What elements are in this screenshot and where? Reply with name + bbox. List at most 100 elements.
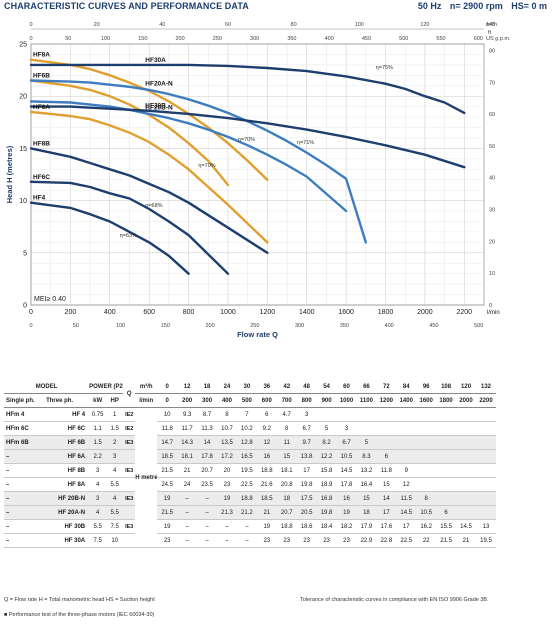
head-value-cell: –	[197, 533, 217, 548]
head-value-cell: 22.8	[376, 533, 397, 548]
head-value-cell: 12.8	[236, 435, 257, 450]
single-phase-model-cell: –	[4, 519, 45, 534]
m3h-cell: 0	[157, 380, 178, 394]
m3h-tick-label: 120	[420, 22, 429, 28]
kw-cell: 1.5	[89, 435, 107, 450]
head-value-cell: 14.5	[336, 463, 357, 478]
kw-cell: 0.75	[89, 407, 107, 422]
curve-line	[29, 201, 190, 275]
imp-gpm-tick-label: 500	[474, 323, 483, 329]
footnote-right: Tolerance of characteristic curves in co…	[300, 597, 489, 603]
head-value-cell: 12	[256, 435, 277, 450]
efficiency-label: η=70%	[198, 163, 215, 169]
model-group-header: MODEL	[4, 380, 90, 394]
head-value-cell	[456, 407, 476, 422]
h-unit-cell: H metres	[135, 407, 158, 548]
single-phase-model-cell: –	[4, 463, 45, 478]
lmin-cell: 1800	[436, 393, 457, 408]
ie-class-cell: IE3	[123, 435, 136, 450]
head-value-cell: 16.4	[356, 477, 377, 492]
m3h-cell: 132	[475, 380, 496, 394]
head-value-cell: 6	[256, 407, 277, 422]
y-tick-label: 15	[19, 146, 27, 153]
head-value-cell	[376, 421, 397, 436]
three-phase-model-cell: HF 6C	[44, 421, 90, 436]
head-value-cell	[456, 421, 476, 436]
head-value-cell: 21.5	[157, 463, 178, 478]
head-value-cell	[475, 463, 496, 478]
head-value-cell: 18.9	[316, 477, 337, 492]
page-title: CHARACTERISTIC CURVES AND PERFORMANCE DA…	[4, 1, 249, 11]
hp-cell: 5.5	[106, 505, 124, 520]
head-value-cell: 8	[416, 491, 437, 506]
x-tick-label: 200	[65, 309, 77, 316]
head-value-cell: 16.2	[416, 519, 437, 534]
ft-tick-label: 60	[489, 112, 495, 118]
head-value-cell: 11.8	[157, 421, 178, 436]
imp-gpm-tick-label: 0	[29, 323, 32, 329]
m3h-cell: 18	[197, 380, 217, 394]
curve-line	[29, 58, 269, 181]
lmin-cell: 700	[276, 393, 297, 408]
head-value-cell	[456, 435, 476, 450]
head-value-cell	[356, 407, 377, 422]
m3h-cell: 60	[336, 380, 357, 394]
head-value-cell: –	[197, 491, 217, 506]
lmin-cell: 600	[256, 393, 277, 408]
x-tick-label: 600	[143, 309, 155, 316]
kw-cell: 3	[89, 491, 107, 506]
m3h-tick-label: 40	[159, 22, 165, 28]
hp-cell: 4	[106, 491, 124, 506]
head-value-cell: 15	[376, 477, 397, 492]
hp-cell: 10	[106, 533, 124, 548]
head-value-cell: 6.7	[336, 435, 357, 450]
single-phase-model-cell: –	[4, 477, 45, 492]
head-value-cell: 20.7	[197, 463, 217, 478]
single-phase-model-cell: HFm 4	[4, 407, 45, 422]
y-tick-label: 10	[19, 198, 27, 205]
usgpm-tick-label: 550	[436, 36, 445, 42]
usgpm-tick-label: 450	[362, 36, 371, 42]
efficiency-label: η=63%	[120, 233, 137, 239]
head-value-cell: 22.5	[236, 477, 257, 492]
hp-cell: 1.5	[106, 421, 124, 436]
header-bar: CHARACTERISTIC CURVES AND PERFORMANCE DA…	[0, 0, 553, 14]
head-value-cell: 20	[217, 463, 237, 478]
curve-name-label: HF4	[33, 195, 46, 202]
head-value-cell	[416, 449, 437, 464]
head-value-cell	[436, 407, 457, 422]
table-row: – HF 30B 5.5 7.5 IE3 19– – – –19 18.8 18.6 18.4 18.2…	[4, 519, 496, 534]
head-value-cell: 16	[256, 449, 277, 464]
efficiency-label: η=68%	[145, 203, 162, 209]
power-group-header: POWER (P2)	[89, 380, 124, 394]
head-value-cell	[475, 505, 496, 520]
x-axis-title: Flow rate Q	[237, 330, 278, 339]
suction-height-label: HS= 0 m	[511, 1, 547, 11]
imp-gpm-tick-label: 300	[295, 323, 304, 329]
y-tick-label: 5	[23, 250, 27, 257]
head-value-cell: 14.5	[456, 519, 476, 534]
single-phase-model-cell: HFm 6B	[4, 435, 45, 450]
table-row: – HF 6A 2.2 3 18.5 18.1 17.8 17.2 16.5 16 15 13.8 12…	[4, 449, 496, 464]
ie-class-cell	[123, 449, 136, 464]
usgpm-tick-label: 100	[101, 36, 110, 42]
lmin-cell: 1000	[336, 393, 357, 408]
head-value-cell: 23	[296, 533, 317, 548]
head-value-cell: 24	[177, 477, 198, 492]
head-value-cell: 14	[376, 491, 397, 506]
head-value-cell: 8	[217, 407, 237, 422]
head-value-cell: 15.5	[436, 519, 457, 534]
head-value-cell	[416, 407, 437, 422]
head-value-cell	[475, 407, 496, 422]
single-phase-model-cell: –	[4, 449, 45, 464]
three-phase-header: Three ph.	[44, 393, 90, 408]
ft-tick-label: 20	[489, 239, 495, 245]
head-value-cell: –	[217, 519, 237, 534]
head-value-cell: 18	[276, 491, 297, 506]
head-value-cell	[436, 477, 457, 492]
head-value-cell: 21.2	[236, 505, 257, 520]
head-value-cell	[475, 435, 496, 450]
three-phase-model-cell: HF 8B	[44, 463, 90, 478]
m3h-cell: 72	[376, 380, 397, 394]
